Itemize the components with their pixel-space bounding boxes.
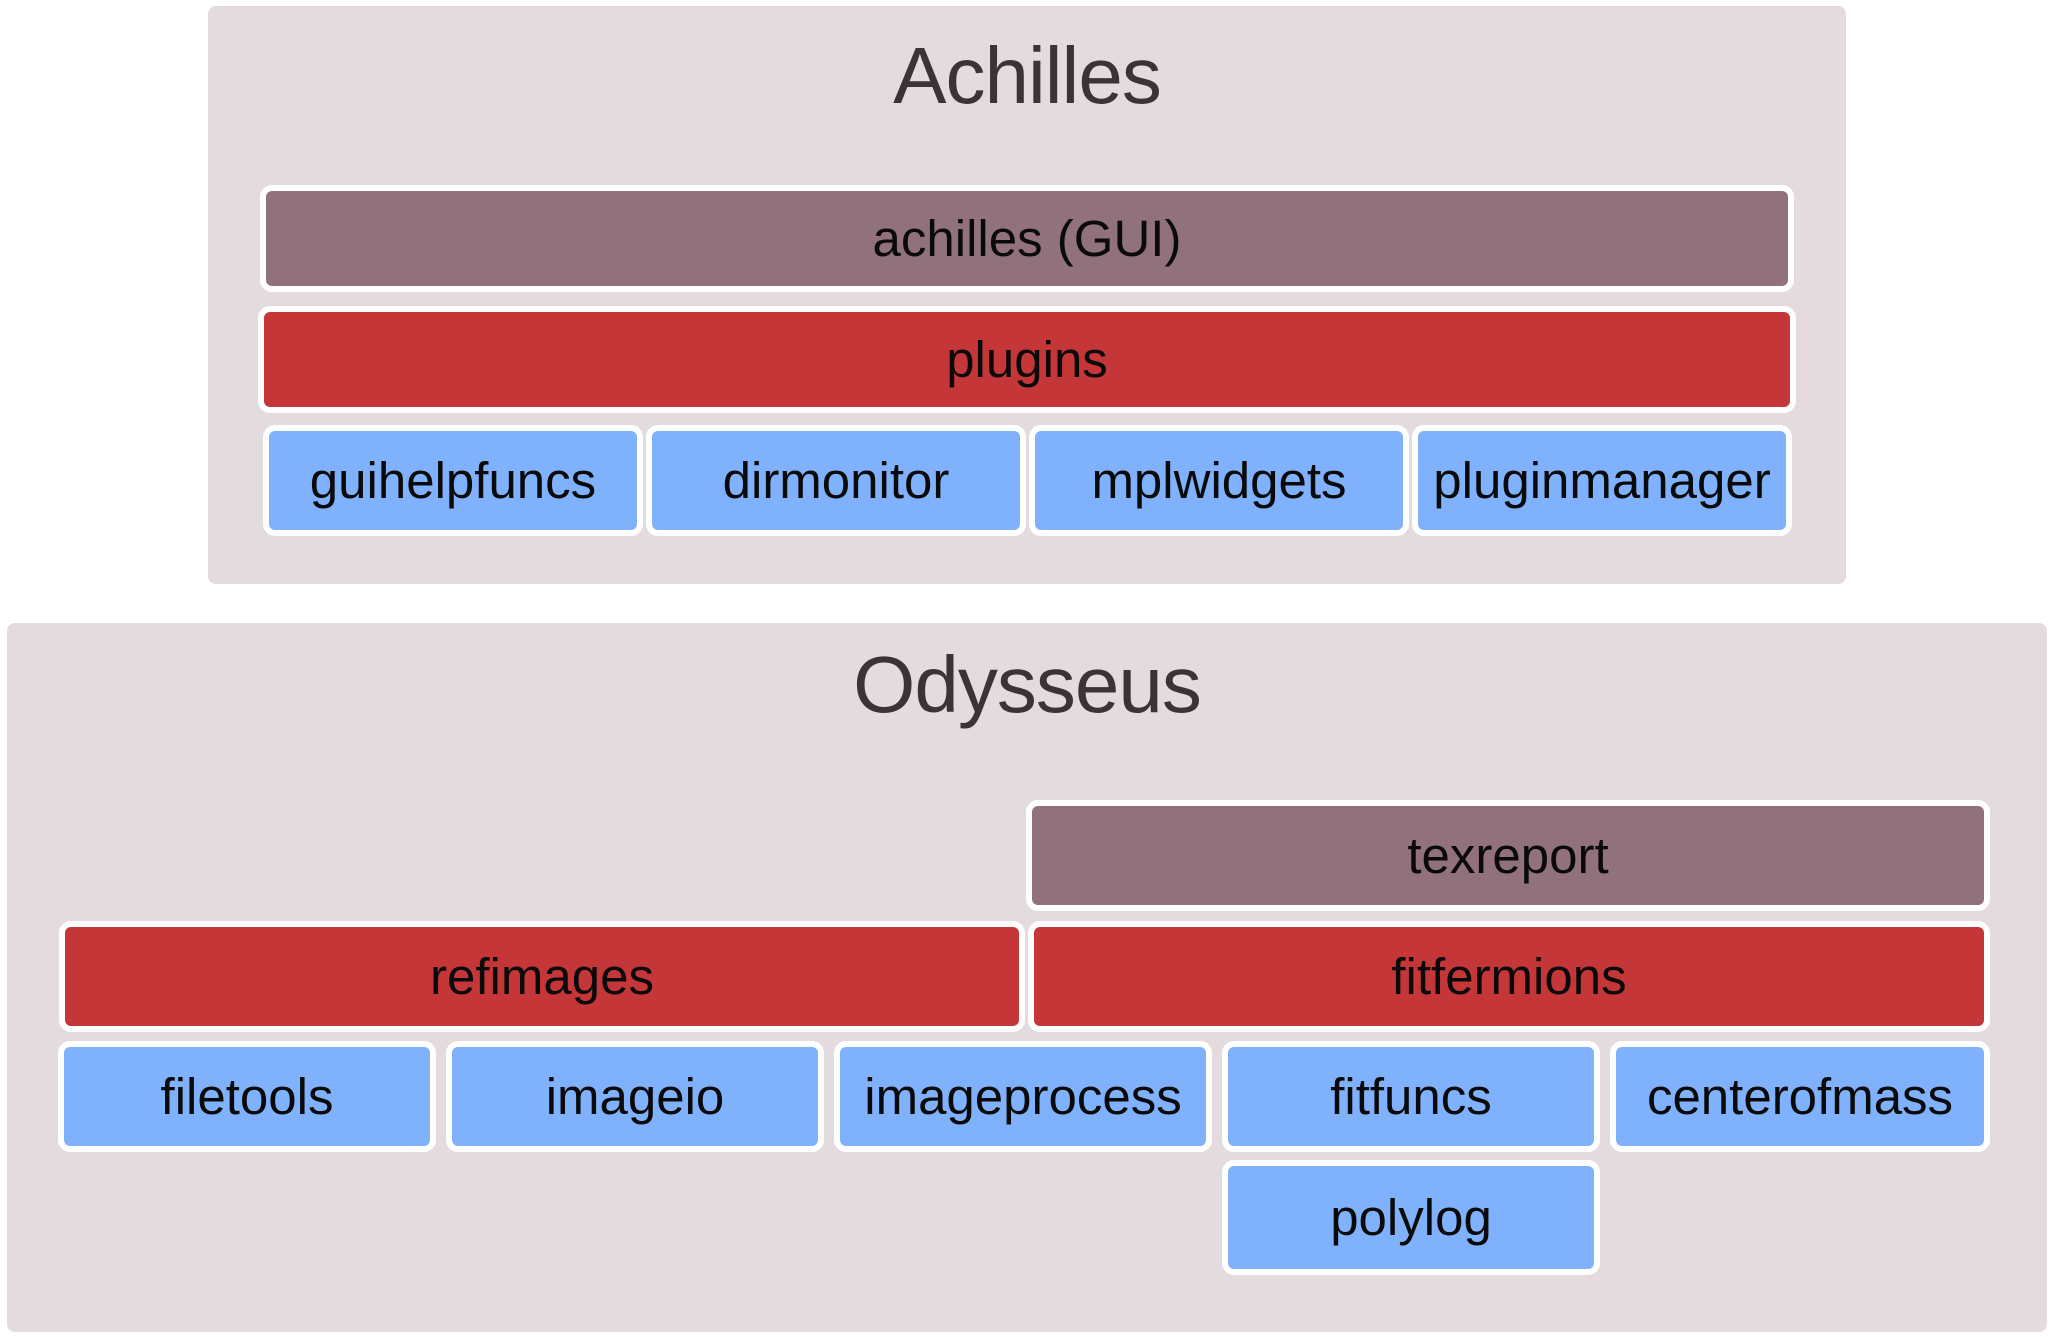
dirmonitor-box: dirmonitor (646, 425, 1026, 536)
fitfermions-box: fitfermions (1028, 921, 1990, 1032)
polylog-box: polylog (1222, 1160, 1600, 1275)
plugins-box: plugins (258, 306, 1796, 413)
achilles-title: Achilles (893, 31, 1162, 120)
imageprocess-box: imageprocess (834, 1041, 1212, 1152)
centerofmass-box: centerofmass (1610, 1041, 1990, 1152)
imageio-box: imageio (446, 1041, 824, 1152)
guihelpfuncs-box: guihelpfuncs (263, 425, 643, 536)
odysseus-title: Odysseus (853, 640, 1202, 729)
fitfuncs-box: fitfuncs (1222, 1041, 1600, 1152)
achilles-gui-box: achilles (GUI) (260, 185, 1794, 292)
mplwidgets-box: mplwidgets (1029, 425, 1409, 536)
pluginmanager-box: pluginmanager (1412, 425, 1792, 536)
filetools-box: filetools (58, 1041, 436, 1152)
texreport-box: texreport (1026, 800, 1990, 911)
refimages-box: refimages (59, 921, 1025, 1032)
